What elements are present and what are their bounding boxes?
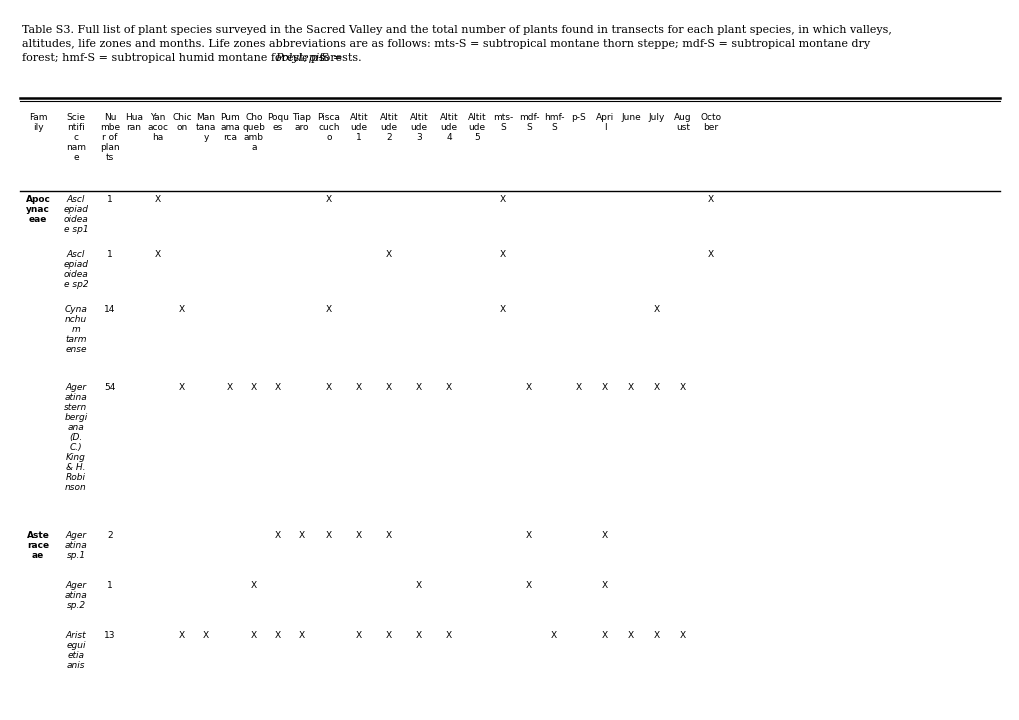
Text: X: X [416, 631, 422, 640]
Text: X: X [155, 250, 161, 259]
Text: X: X [356, 531, 362, 540]
Text: X: X [601, 383, 607, 392]
Text: 54: 54 [104, 383, 115, 392]
Text: X: X [499, 195, 505, 204]
Text: X: X [526, 531, 532, 540]
Text: Tiap
aro: Tiap aro [292, 113, 311, 132]
Text: X: X [628, 631, 634, 640]
Text: X: X [178, 305, 184, 314]
Text: X: X [226, 383, 232, 392]
Text: X: X [416, 383, 422, 392]
Text: X: X [385, 250, 391, 259]
Text: Altit
ude
2: Altit ude 2 [379, 113, 398, 142]
Text: X: X [326, 531, 332, 540]
Text: Apoc
ynac
eae: Apoc ynac eae [25, 195, 50, 224]
Text: X: X [576, 383, 582, 392]
Text: Polylepis: Polylepis [275, 53, 325, 63]
Text: Cho
queb
amb
a: Cho queb amb a [243, 113, 265, 152]
Text: mts-
S: mts- S [492, 113, 513, 132]
Text: X: X [499, 250, 505, 259]
Text: Yan
acoc
ha: Yan acoc ha [148, 113, 168, 142]
Text: Arist
egui
etia
anis: Arist egui etia anis [65, 631, 87, 670]
Text: X: X [628, 383, 634, 392]
Text: X: X [326, 383, 332, 392]
Text: X: X [178, 631, 184, 640]
Text: Poqu
es: Poqu es [267, 113, 288, 132]
Text: X: X [356, 383, 362, 392]
Text: p-S: p-S [571, 113, 586, 122]
Text: X: X [275, 631, 281, 640]
Text: Aste
race
ae: Aste race ae [26, 531, 49, 560]
Text: Octo
ber: Octo ber [700, 113, 720, 132]
Text: X: X [299, 631, 305, 640]
Text: Pum
ama
rca: Pum ama rca [220, 113, 239, 142]
Text: 1: 1 [107, 250, 113, 259]
Text: mdf-
S: mdf- S [519, 113, 539, 132]
Text: X: X [680, 383, 686, 392]
Text: 1: 1 [107, 195, 113, 204]
Text: Man
tana
y: Man tana y [196, 113, 216, 142]
Text: X: X [550, 631, 556, 640]
Text: Ascl
epiad
oidea
e sp1: Ascl epiad oidea e sp1 [63, 195, 89, 234]
Text: X: X [155, 195, 161, 204]
Text: X: X [326, 305, 332, 314]
Text: Altit
ude
3: Altit ude 3 [410, 113, 428, 142]
Text: 13: 13 [104, 631, 115, 640]
Text: 14: 14 [104, 305, 115, 314]
Text: June: June [621, 113, 640, 122]
Text: X: X [601, 581, 607, 590]
Text: X: X [526, 383, 532, 392]
Text: Ager
atina
sp.2: Ager atina sp.2 [64, 581, 88, 610]
Text: Scie
ntifi
c
nam
e: Scie ntifi c nam e [66, 113, 86, 162]
Text: X: X [653, 305, 659, 314]
Text: X: X [178, 383, 184, 392]
Text: Altit
ude
1: Altit ude 1 [350, 113, 368, 142]
Text: X: X [416, 581, 422, 590]
Text: X: X [299, 531, 305, 540]
Text: X: X [680, 631, 686, 640]
Text: forest; hmf-S = subtropical humid montane forest; p-S =: forest; hmf-S = subtropical humid montan… [22, 53, 345, 63]
Text: Table S3. Full list of plant species surveyed in the Sacred Valley and the total: Table S3. Full list of plant species sur… [22, 25, 891, 35]
Text: X: X [275, 531, 281, 540]
Text: Chic
on: Chic on [172, 113, 192, 132]
Text: X: X [653, 631, 659, 640]
Text: X: X [445, 631, 451, 640]
Text: X: X [251, 581, 257, 590]
Text: Cyna
nchu
m
tarm
ense: Cyna nchu m tarm ense [64, 305, 88, 354]
Text: forests.: forests. [316, 53, 361, 63]
Text: X: X [275, 383, 281, 392]
Text: X: X [653, 383, 659, 392]
Text: X: X [356, 631, 362, 640]
Text: hmf-
S: hmf- S [543, 113, 564, 132]
Text: Ager
atina
stern
bergi
ana
(D.
C.)
King
& H.
Robi
nson: Ager atina stern bergi ana (D. C.) King … [64, 383, 88, 492]
Text: 2: 2 [107, 531, 113, 540]
Text: Aug
ust: Aug ust [674, 113, 691, 132]
Text: Nu
mbe
r of
plan
ts: Nu mbe r of plan ts [100, 113, 120, 162]
Text: X: X [251, 631, 257, 640]
Text: X: X [251, 383, 257, 392]
Text: Apri
l: Apri l [595, 113, 613, 132]
Text: Altit
ude
4: Altit ude 4 [439, 113, 458, 142]
Text: X: X [203, 631, 209, 640]
Text: Fam
ily: Fam ily [29, 113, 47, 132]
Text: Pisca
cuch
o: Pisca cuch o [317, 113, 340, 142]
Text: July: July [648, 113, 664, 122]
Text: Ager
atina
sp.1: Ager atina sp.1 [64, 531, 88, 560]
Text: X: X [601, 631, 607, 640]
Text: X: X [707, 195, 713, 204]
Text: X: X [385, 531, 391, 540]
Text: X: X [445, 383, 451, 392]
Text: X: X [385, 631, 391, 640]
Text: X: X [326, 195, 332, 204]
Text: Altit
ude
5: Altit ude 5 [468, 113, 486, 142]
Text: X: X [499, 305, 505, 314]
Text: X: X [385, 383, 391, 392]
Text: Ascl
epiad
oidea
e sp2: Ascl epiad oidea e sp2 [63, 250, 89, 289]
Text: altitudes, life zones and months. Life zones abbreviations are as follows: mts-S: altitudes, life zones and months. Life z… [22, 39, 869, 49]
Text: X: X [601, 531, 607, 540]
Text: 1: 1 [107, 581, 113, 590]
Text: Hua
ran: Hua ran [125, 113, 143, 132]
Text: X: X [526, 581, 532, 590]
Text: X: X [707, 250, 713, 259]
